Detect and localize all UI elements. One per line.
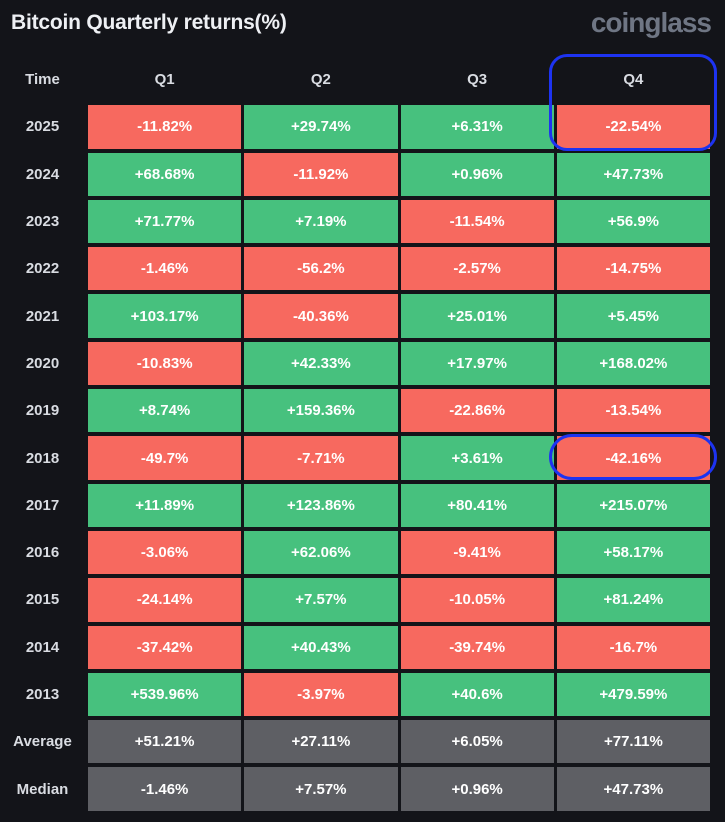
- cell-2013-q1: +539.96%: [88, 672, 242, 717]
- cell-2025-q4: -22.54%: [556, 105, 710, 149]
- cell-2019-q4: -13.54%: [556, 389, 710, 433]
- row-label-2021: 2021: [25, 307, 60, 325]
- col-header-time: Time: [25, 71, 60, 89]
- cell-2017-q1: +11.89%: [88, 483, 242, 527]
- cell-2014-q4: -16.7%: [556, 625, 710, 669]
- row-label-2015: 2015: [25, 591, 60, 609]
- cell-2022-q3: -2.57%: [400, 247, 554, 291]
- cell-average-q4: +77.11%: [556, 720, 710, 764]
- cell-2019-q1: +8.74%: [88, 389, 242, 433]
- cell-2021-q2: -40.36%: [244, 294, 398, 338]
- cell-2016-q3: -9.41%: [400, 530, 554, 575]
- cell-2023-q3: -11.54%: [400, 199, 554, 244]
- cell-2014-q2: +40.43%: [244, 625, 398, 669]
- cell-2023-q2: +7.19%: [244, 199, 398, 244]
- page-title: Bitcoin Quarterly returns(%): [11, 11, 287, 34]
- cell-2024-q4: +47.73%: [556, 152, 710, 196]
- coinglass-logo: coinglass: [590, 7, 712, 38]
- cell-2013-q4: +479.59%: [556, 672, 710, 717]
- row-label-2014: 2014: [25, 638, 60, 656]
- topbar: Bitcoin Quarterly returns(%) coinglass: [0, 0, 725, 39]
- row-label-median: Median: [16, 780, 69, 798]
- cell-2022-q2: -56.2%: [244, 247, 398, 291]
- col-header-q1: Q1: [154, 71, 175, 89]
- cell-2015-q1: -24.14%: [88, 578, 242, 622]
- cell-2020-q2: +42.33%: [244, 341, 398, 386]
- cell-2021-q3: +25.01%: [400, 294, 554, 338]
- cell-2024-q2: -11.92%: [244, 152, 398, 196]
- cell-2014-q3: -39.74%: [400, 625, 554, 669]
- cell-2020-q4: +168.02%: [556, 341, 710, 386]
- cell-2025-q1: -11.82%: [88, 105, 242, 149]
- cell-2018-q3: +3.61%: [400, 436, 554, 480]
- cell-2022-q1: -1.46%: [88, 247, 242, 291]
- cell-average-q3: +6.05%: [400, 720, 554, 764]
- cell-average-q2: +27.11%: [244, 720, 398, 764]
- cell-2025-q3: +6.31%: [400, 105, 554, 149]
- cell-median-q4: +47.73%: [556, 767, 710, 811]
- row-label-average: Average: [13, 733, 72, 751]
- cell-median-q3: +0.96%: [400, 767, 554, 811]
- row-label-2024: 2024: [25, 165, 60, 183]
- cell-2020-q3: +17.97%: [400, 341, 554, 386]
- cell-2017-q4: +215.07%: [556, 483, 710, 527]
- cell-2018-q1: -49.7%: [88, 436, 242, 480]
- cell-2014-q1: -37.42%: [88, 625, 242, 669]
- cell-2016-q4: +58.17%: [556, 530, 710, 575]
- row-label-2016: 2016: [25, 544, 60, 562]
- cell-2017-q2: +123.86%: [244, 483, 398, 527]
- cell-2015-q3: -10.05%: [400, 578, 554, 622]
- returns-table: Time Q1 Q2 Q3 Q4 2025 -11.82% +29.74% +6.31…: [0, 58, 710, 811]
- cell-2018-q2: -7.71%: [244, 436, 398, 480]
- row-label-2020: 2020: [25, 354, 60, 372]
- cell-2019-q2: +159.36%: [244, 389, 398, 433]
- cell-2015-q4: +81.24%: [556, 578, 710, 622]
- cell-2021-q1: +103.17%: [88, 294, 242, 338]
- col-header-q3: Q3: [467, 71, 488, 89]
- cell-2025-q2: +29.74%: [244, 105, 398, 149]
- cell-2019-q3: -22.86%: [400, 389, 554, 433]
- cell-2023-q4: +56.9%: [556, 199, 710, 244]
- row-label-2023: 2023: [25, 213, 60, 231]
- row-label-2025: 2025: [25, 118, 60, 136]
- row-label-2022: 2022: [25, 260, 60, 278]
- row-label-2017: 2017: [25, 496, 60, 514]
- cell-median-q1: -1.46%: [88, 767, 242, 811]
- col-header-q2: Q2: [310, 71, 331, 89]
- cell-2016-q2: +62.06%: [244, 530, 398, 575]
- cell-2024-q3: +0.96%: [400, 152, 554, 196]
- cell-2017-q3: +80.41%: [400, 483, 554, 527]
- cell-median-q2: +7.57%: [244, 767, 398, 811]
- cell-2022-q4: -14.75%: [556, 247, 710, 291]
- row-label-2013: 2013: [25, 686, 60, 703]
- cell-2013-q2: -3.97%: [244, 672, 398, 717]
- col-header-q4: Q4: [623, 71, 644, 89]
- row-label-2018: 2018: [25, 449, 60, 467]
- cell-2024-q1: +68.68%: [88, 152, 242, 196]
- cell-2021-q4: +5.45%: [556, 294, 710, 338]
- cell-2013-q3: +40.6%: [400, 672, 554, 717]
- cell-2020-q1: -10.83%: [88, 341, 242, 386]
- cell-2015-q2: +7.57%: [244, 578, 398, 622]
- cell-average-q1: +51.21%: [88, 720, 242, 764]
- cell-2016-q1: -3.06%: [88, 530, 242, 575]
- cell-2023-q1: +71.77%: [88, 199, 242, 244]
- cell-2018-q4: -42.16%: [556, 436, 710, 480]
- row-label-2019: 2019: [25, 402, 60, 420]
